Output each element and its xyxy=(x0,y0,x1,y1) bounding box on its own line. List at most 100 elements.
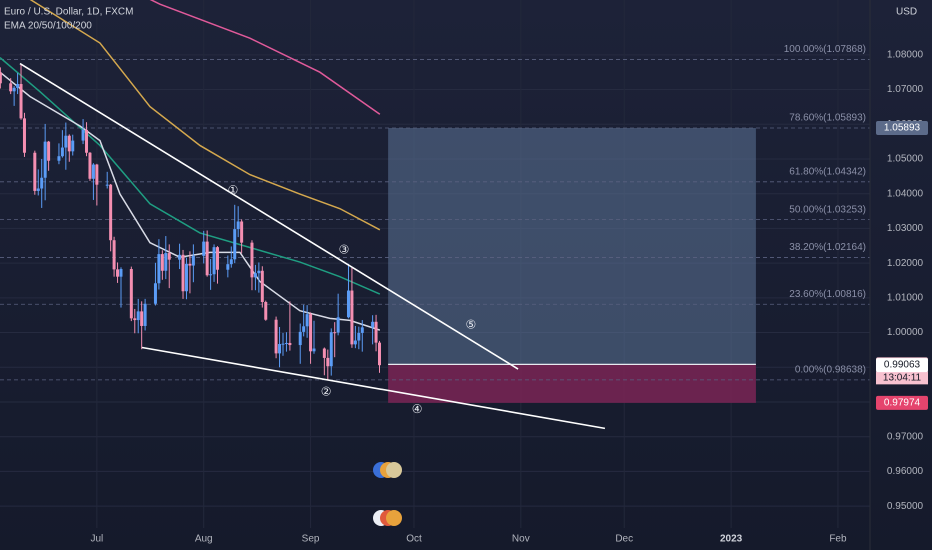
ema-line xyxy=(0,57,381,295)
candle-body xyxy=(143,303,147,326)
candle-body xyxy=(81,129,85,141)
candle-body xyxy=(333,332,337,334)
candle-body xyxy=(378,342,382,366)
candle-body xyxy=(353,340,357,345)
chart-title: Euro / U.S. Dollar, 1D, FXCM xyxy=(4,7,133,18)
fib-label: 78.60%(1.05893) xyxy=(789,113,866,124)
wave-label: ① xyxy=(228,183,239,197)
x-tick-label: Feb xyxy=(829,534,847,545)
stop-zone xyxy=(388,364,756,403)
y-tick-label: 0.97000 xyxy=(887,431,924,442)
candle-body xyxy=(47,141,51,161)
candle-body xyxy=(312,348,316,352)
ema-line xyxy=(149,0,381,115)
countdown-label: 13:04:11 xyxy=(883,372,922,383)
fib-label: 23.60%(1.00816) xyxy=(789,289,866,300)
fib-label: 0.00%(0.98638) xyxy=(795,364,866,375)
candle-body xyxy=(329,332,333,367)
candle-body xyxy=(360,327,364,333)
x-tick-label: Sep xyxy=(302,534,320,545)
x-tick-label: Jul xyxy=(90,534,103,545)
candle-body xyxy=(322,348,326,358)
candle-body xyxy=(253,273,257,278)
candle-body xyxy=(105,184,109,186)
candle-body xyxy=(240,221,244,243)
fib-label: 100.00%(1.07868) xyxy=(784,44,866,55)
candle-body xyxy=(233,229,237,260)
candle-body xyxy=(60,147,64,157)
candle-body xyxy=(160,254,164,271)
trend-line xyxy=(141,346,606,430)
candle-body xyxy=(202,241,206,256)
candle-body xyxy=(305,314,309,327)
x-tick-label: Dec xyxy=(615,534,633,545)
candle-body xyxy=(371,321,375,328)
plot-area: 100.00%(1.07868) 78.60%(1.05893) 61.80%(1.… xyxy=(0,0,870,528)
wave-label: ② xyxy=(321,384,332,398)
candle-body xyxy=(209,274,213,276)
y-tick-label: 1.04000 xyxy=(887,188,924,199)
fib-label: 61.80%(1.04342) xyxy=(789,166,866,177)
candle-body xyxy=(346,290,350,318)
candle-body xyxy=(0,72,2,84)
x-tick-label: Aug xyxy=(195,534,213,545)
candle-body xyxy=(57,156,61,161)
currency-label: USD xyxy=(896,7,917,18)
y-tick-label: 1.07000 xyxy=(887,84,924,95)
candle-body xyxy=(109,184,113,241)
candle-body xyxy=(281,343,285,345)
candle-body xyxy=(178,254,182,260)
candle-body xyxy=(205,241,209,276)
candle-body xyxy=(91,164,95,179)
candle-body xyxy=(326,357,330,367)
candle-body xyxy=(67,135,71,152)
y-tick-label: 1.05000 xyxy=(887,154,924,165)
candle-body xyxy=(257,270,261,274)
fib-label: 38.20%(1.02164) xyxy=(789,242,866,253)
y-tick-label: 0.96000 xyxy=(887,466,924,477)
wave-label: ⑤ xyxy=(465,317,476,331)
price-badge xyxy=(876,395,928,410)
y-tick-label: 1.02000 xyxy=(887,258,924,269)
candle-body xyxy=(191,255,195,266)
candle-body xyxy=(298,331,302,346)
candle-body xyxy=(229,259,233,265)
price-badge-label: 0.97974 xyxy=(884,398,921,409)
candle-body xyxy=(40,177,44,189)
candle-body xyxy=(357,332,361,341)
candle-body xyxy=(129,269,133,319)
candle-body xyxy=(153,283,157,304)
countdown-badge xyxy=(876,371,928,385)
candle-body xyxy=(95,164,99,185)
candle-body xyxy=(64,135,68,148)
candle-body xyxy=(71,140,75,152)
x-tick-label: Nov xyxy=(512,534,530,545)
candle-body xyxy=(181,254,185,292)
candle-body xyxy=(284,342,288,344)
x-tick-label: 2023 xyxy=(720,534,743,545)
y-tick-label: 1.01000 xyxy=(887,292,924,303)
target-zone xyxy=(388,127,756,365)
candle-body xyxy=(43,141,47,178)
price-badge-label: 0.99063 xyxy=(884,360,921,371)
candle-body xyxy=(336,317,340,333)
wave-label: ③ xyxy=(339,242,350,256)
candle-body xyxy=(212,247,216,275)
y-tick-label: 1.08000 xyxy=(887,49,924,60)
candle-body xyxy=(216,247,219,270)
candle-body xyxy=(85,129,89,153)
candle-body xyxy=(188,263,192,266)
candle-body xyxy=(136,311,140,321)
candle-body xyxy=(33,152,37,191)
candle-body xyxy=(250,242,254,278)
candle-body xyxy=(184,263,188,292)
candle-body xyxy=(112,240,116,270)
indicator-label: EMA 20/50/100/200 xyxy=(4,21,92,32)
candle-body xyxy=(133,318,137,321)
y-tick-label: 0.95000 xyxy=(887,501,924,512)
y-tick-label: 1.00000 xyxy=(887,327,924,338)
candle-body xyxy=(12,87,16,92)
candle-body xyxy=(36,188,40,191)
